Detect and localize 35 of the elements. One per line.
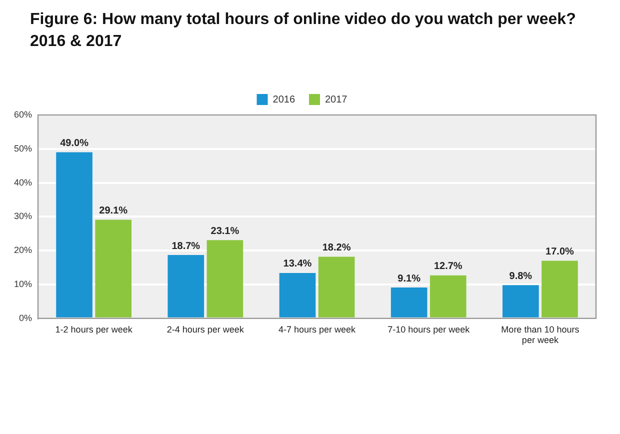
y-tick-label: 30%: [14, 211, 32, 222]
y-tick-label: 10%: [14, 278, 32, 289]
bar: [318, 256, 355, 318]
chart-title: Figure 6: How many total hours of online video do you watch per week? 2016 & 2017: [30, 10, 577, 52]
bar: [279, 272, 316, 318]
legend-label: 2017: [325, 94, 348, 106]
y-tick-label: 0%: [19, 312, 32, 323]
x-tick-label: 4-7 hours per week: [278, 324, 356, 334]
bar: [430, 275, 466, 318]
x-tick-label: 1-2 hours per week: [55, 324, 133, 334]
bar: [390, 288, 428, 318]
data-label: 23.1%: [210, 226, 240, 237]
data-label: 12.7%: [434, 261, 462, 272]
data-label: 9.8%: [509, 270, 532, 282]
y-tick-label: 40%: [14, 177, 32, 188]
data-label: 18.7%: [172, 240, 200, 252]
data-label: 13.4%: [283, 258, 312, 270]
bar: [542, 260, 578, 318]
data-label: 49.0%: [60, 138, 89, 150]
bar: [56, 152, 92, 318]
data-label: 18.2%: [322, 242, 351, 254]
x-tick-label: 2-4 hours per week: [166, 324, 244, 334]
bar: [168, 255, 204, 318]
y-tick-label: 20%: [14, 245, 32, 256]
x-tick-label: 7-10 hours per week: [388, 324, 470, 334]
bar: [95, 220, 132, 318]
bar: [206, 240, 244, 318]
x-tick-label: More than 10 hours per week: [501, 324, 580, 346]
data-label: 9.1%: [398, 273, 421, 284]
bar: [502, 285, 539, 318]
legend-label: 2016: [272, 94, 296, 106]
data-label: 17.0%: [546, 246, 574, 258]
y-tick-label: 60%: [14, 109, 32, 120]
data-label: 29.1%: [99, 206, 128, 216]
y-tick-label: 50%: [14, 143, 32, 154]
